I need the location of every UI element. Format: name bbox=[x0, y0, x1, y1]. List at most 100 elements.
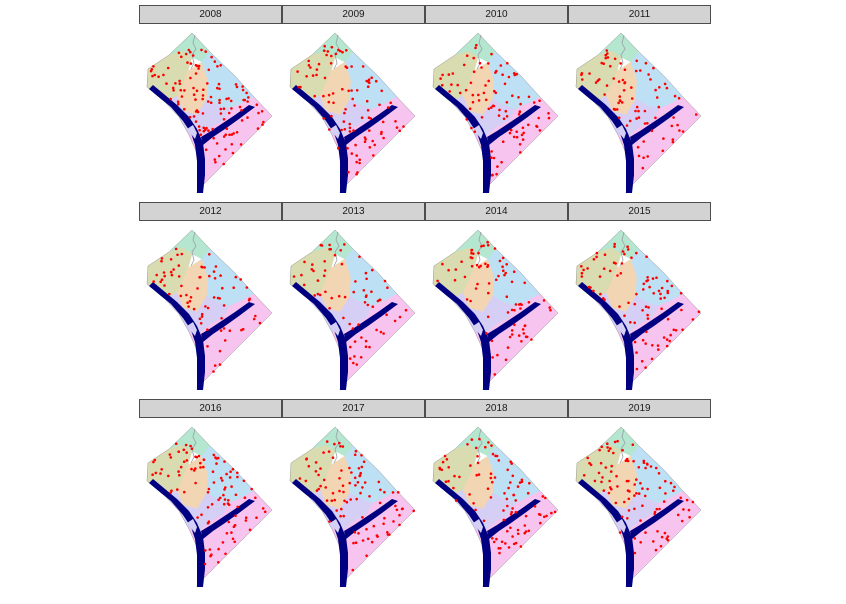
anacostia-river bbox=[630, 302, 684, 342]
data-point bbox=[487, 107, 491, 111]
data-point bbox=[314, 461, 318, 464]
data-point bbox=[379, 488, 382, 492]
data-point bbox=[490, 150, 493, 153]
data-point bbox=[661, 149, 665, 153]
data-point bbox=[338, 489, 341, 493]
facet-panel: 2018 bbox=[425, 399, 568, 595]
data-point bbox=[391, 491, 395, 494]
data-point bbox=[453, 278, 457, 282]
data-point bbox=[342, 490, 345, 494]
data-point bbox=[604, 466, 608, 469]
data-point bbox=[239, 143, 243, 146]
data-point bbox=[197, 67, 200, 70]
data-point bbox=[212, 136, 215, 140]
data-point bbox=[343, 499, 346, 503]
data-point bbox=[609, 447, 612, 450]
data-point bbox=[663, 296, 666, 300]
data-point bbox=[612, 451, 615, 455]
data-point bbox=[351, 327, 355, 330]
anacostia-river bbox=[201, 302, 255, 342]
data-point bbox=[345, 49, 348, 52]
data-point bbox=[627, 301, 630, 305]
facet-panel: 2015 bbox=[568, 202, 711, 398]
data-point bbox=[494, 454, 497, 458]
data-point bbox=[216, 86, 219, 90]
data-point bbox=[538, 129, 542, 132]
data-point bbox=[486, 240, 489, 244]
data-point bbox=[507, 75, 511, 79]
data-point bbox=[469, 464, 472, 467]
data-point bbox=[600, 61, 603, 65]
data-point bbox=[519, 102, 522, 106]
data-point bbox=[307, 64, 311, 67]
data-point bbox=[504, 271, 507, 275]
data-point bbox=[216, 65, 219, 68]
data-point bbox=[189, 50, 192, 54]
creek-line bbox=[476, 428, 483, 464]
data-point bbox=[361, 486, 364, 489]
data-point bbox=[230, 143, 234, 146]
data-point bbox=[541, 495, 545, 498]
data-point bbox=[651, 277, 655, 280]
data-point bbox=[609, 64, 612, 68]
data-point bbox=[219, 112, 223, 115]
data-point bbox=[363, 136, 367, 139]
data-point bbox=[194, 481, 197, 485]
data-point bbox=[633, 302, 637, 306]
data-point bbox=[512, 72, 516, 75]
dc-map bbox=[146, 229, 273, 391]
data-point bbox=[643, 109, 647, 113]
data-point bbox=[348, 481, 351, 485]
data-point bbox=[349, 498, 352, 501]
data-point bbox=[524, 335, 528, 338]
data-point bbox=[666, 291, 670, 295]
data-point bbox=[186, 301, 189, 304]
data-point bbox=[507, 546, 511, 549]
data-point bbox=[580, 73, 583, 76]
data-point bbox=[609, 470, 613, 473]
data-point bbox=[346, 147, 349, 150]
data-point bbox=[523, 324, 527, 327]
data-point bbox=[589, 463, 593, 467]
data-point bbox=[331, 491, 335, 495]
data-point bbox=[323, 260, 326, 263]
data-point bbox=[212, 296, 216, 299]
data-point bbox=[383, 490, 386, 494]
data-point bbox=[361, 539, 365, 542]
data-point bbox=[549, 308, 552, 312]
data-point bbox=[621, 250, 625, 253]
data-point bbox=[378, 103, 381, 107]
data-point bbox=[633, 321, 636, 325]
data-point bbox=[656, 344, 660, 347]
data-point bbox=[598, 275, 602, 278]
data-point bbox=[620, 101, 624, 104]
data-point bbox=[504, 109, 508, 113]
facet-panel: 2014 bbox=[425, 202, 568, 398]
data-point bbox=[355, 363, 359, 366]
data-point bbox=[388, 533, 391, 536]
data-point bbox=[188, 299, 192, 303]
data-point bbox=[234, 514, 237, 517]
data-point bbox=[398, 513, 401, 517]
data-point bbox=[216, 296, 220, 300]
data-point bbox=[471, 100, 475, 104]
data-point bbox=[212, 481, 216, 484]
data-point bbox=[602, 489, 606, 492]
data-point bbox=[664, 479, 667, 483]
river-island bbox=[187, 322, 197, 336]
data-point bbox=[639, 481, 642, 485]
data-point bbox=[623, 68, 627, 71]
data-point bbox=[447, 268, 450, 272]
data-point bbox=[236, 475, 239, 479]
data-point bbox=[170, 273, 174, 277]
data-point bbox=[206, 328, 209, 331]
data-point bbox=[607, 449, 611, 453]
data-point bbox=[196, 287, 199, 290]
anacostia-river bbox=[487, 302, 541, 342]
data-point bbox=[645, 279, 648, 283]
data-point bbox=[199, 322, 203, 325]
data-point bbox=[185, 293, 188, 297]
data-point bbox=[357, 532, 360, 535]
data-point bbox=[644, 531, 647, 534]
data-point bbox=[523, 524, 527, 527]
